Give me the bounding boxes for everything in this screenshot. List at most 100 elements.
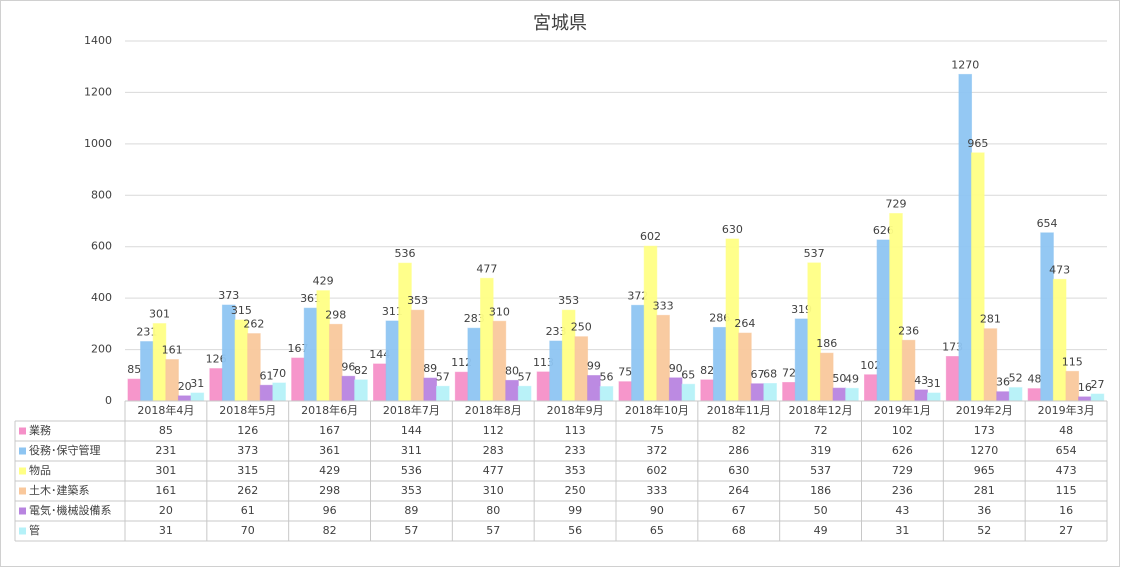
data-label: 48	[1027, 373, 1041, 386]
bar	[152, 323, 167, 402]
data-label: 61	[260, 369, 274, 382]
table-cell: 48	[1059, 424, 1073, 437]
bar	[983, 328, 998, 402]
table-cell: 372	[646, 444, 667, 457]
data-label: 281	[980, 313, 1001, 326]
data-label: 537	[804, 247, 825, 260]
table-cell: 16	[1059, 504, 1073, 517]
bar	[618, 381, 633, 402]
data-label: 333	[653, 299, 674, 312]
bar	[889, 213, 903, 402]
table-cell: 72	[814, 424, 828, 437]
data-label: 654	[1037, 217, 1058, 230]
bar	[480, 277, 494, 402]
bar	[1052, 278, 1067, 402]
table-cell: 173	[974, 424, 995, 437]
bar	[832, 387, 847, 402]
table-cell: 99	[568, 504, 582, 517]
bar	[259, 384, 274, 402]
data-label: 236	[898, 324, 919, 337]
data-label: 80	[505, 364, 519, 377]
table-cell: 56	[568, 524, 582, 537]
data-label: 20	[178, 380, 192, 393]
table-cell: 61	[241, 504, 255, 517]
table-cell: 373	[237, 444, 258, 457]
data-label: 161	[162, 344, 183, 357]
data-label: 27	[1090, 378, 1104, 391]
x-tick-label: 2018年4月	[137, 403, 194, 417]
bar	[165, 359, 179, 402]
bar	[373, 363, 387, 402]
data-label: 372	[627, 289, 648, 302]
bar	[901, 339, 916, 402]
table-cell: 536	[401, 464, 422, 477]
x-tick-label: 2019年3月	[1038, 403, 1095, 417]
bar	[1065, 370, 1080, 402]
data-label: 126	[206, 353, 227, 366]
table-cell: 626	[892, 444, 913, 457]
legend-label: 役務･保守管理	[29, 443, 101, 457]
table-cell: 231	[155, 444, 176, 457]
data-label: 144	[369, 348, 390, 361]
bar	[272, 382, 286, 402]
y-tick-label: 1400	[84, 34, 112, 47]
bar	[291, 357, 305, 402]
bar	[681, 383, 696, 402]
data-label: 49	[845, 372, 859, 385]
table-cell: 89	[404, 504, 418, 517]
data-label: 429	[313, 275, 334, 288]
table-cell: 144	[401, 424, 422, 437]
data-label: 82	[700, 364, 714, 377]
y-tick-label: 0	[105, 394, 112, 407]
table-cell: 630	[728, 464, 749, 477]
data-label: 31	[190, 377, 204, 390]
data-label: 57	[436, 370, 450, 383]
data-label: 298	[325, 308, 346, 321]
bar	[876, 239, 891, 402]
data-label: 167	[287, 342, 308, 355]
x-tick-label: 2018年11月	[707, 403, 771, 417]
table-cell: 52	[977, 524, 991, 537]
table-cell: 80	[486, 504, 500, 517]
table-cell: 264	[728, 484, 749, 497]
bar	[712, 326, 727, 402]
table-cell: 70	[241, 524, 255, 537]
table-cell: 298	[319, 484, 340, 497]
bar	[398, 262, 412, 402]
y-tick-label: 800	[91, 188, 112, 201]
table-cell: 115	[1056, 484, 1077, 497]
bar	[247, 333, 261, 402]
table-cell: 27	[1059, 524, 1073, 537]
table-cell: 102	[892, 424, 913, 437]
bar	[668, 377, 683, 402]
bar	[505, 379, 519, 402]
data-label: 965	[967, 137, 988, 150]
bar	[945, 356, 960, 402]
bar	[303, 307, 318, 402]
table-cell: 82	[732, 424, 746, 437]
bar	[1027, 388, 1042, 402]
bar	[341, 375, 356, 402]
data-label: 301	[149, 308, 170, 321]
data-label: 311	[382, 305, 403, 318]
data-label: 113	[533, 356, 554, 369]
legend-key	[19, 487, 26, 495]
bar	[958, 73, 973, 402]
table-cell: 113	[565, 424, 586, 437]
y-tick-label: 600	[91, 240, 112, 253]
data-label: 75	[618, 366, 632, 379]
table-cell: 333	[646, 484, 667, 497]
table-cell: 161	[155, 484, 176, 497]
data-label: 102	[860, 359, 881, 372]
bar	[177, 395, 192, 402]
legend-label: 業務	[29, 423, 51, 437]
table-cell: 301	[155, 464, 176, 477]
table-cell: 310	[483, 484, 504, 497]
bar	[467, 327, 482, 402]
bar	[700, 379, 714, 402]
bar	[807, 262, 821, 402]
bar	[454, 371, 469, 402]
table-cell: 126	[237, 424, 258, 437]
legend-label: 管	[29, 523, 40, 537]
